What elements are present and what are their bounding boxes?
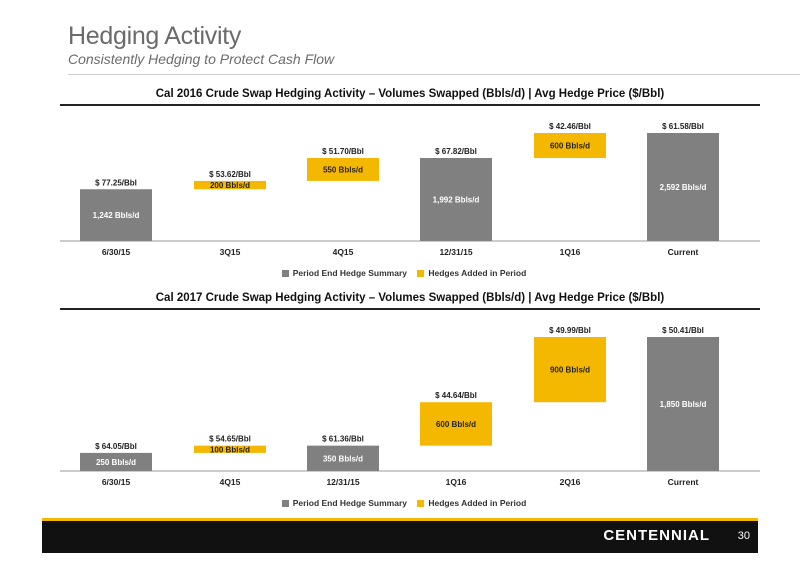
page-subtitle: Consistently Hedging to Protect Cash Flo… — [68, 51, 335, 67]
chart-2016-bar-summary — [80, 189, 152, 241]
company-logo: CENTENNIAL — [603, 527, 710, 544]
chart-2017-bar-summary — [307, 445, 379, 471]
chart-2016-price-label: $ 67.82/Bbl — [435, 147, 477, 156]
chart-2017-bar-added — [534, 337, 606, 403]
chart-2016-legend: Period End Hedge Summary Hedges Added in… — [0, 268, 800, 278]
legend-summary-swatch — [281, 499, 289, 507]
page-number: 30 — [737, 530, 750, 542]
chart-2017-bar-added — [194, 445, 266, 453]
chart-2016-volume-label: 550 Bbls/d — [323, 165, 363, 174]
chart-2016-price-label: $ 42.46/Bbl — [549, 122, 591, 131]
legend-added-label: Hedges Added in Period — [428, 268, 527, 278]
chart-2017-volume-label: 600 Bbls/d — [436, 420, 476, 429]
legend-summary-label: Period End Hedge Summary — [292, 498, 407, 508]
chart-2016-category-label: 4Q15 — [333, 247, 354, 257]
legend-summary-label: Period End Hedge Summary — [292, 268, 407, 278]
chart-2016-volume-label: 1,992 Bbls/d — [433, 196, 480, 205]
chart-2016-title: Cal 2016 Crude Swap Hedging Activity – V… — [155, 88, 665, 100]
chart-2016-bar-added — [534, 133, 606, 158]
chart-2017-category-label: 6/30/15 — [102, 477, 131, 487]
chart-2017-bar-summary — [80, 452, 152, 471]
page-title: Hedging Activity — [68, 22, 242, 50]
chart-2016-title-rule — [60, 104, 760, 106]
legend-added-swatch — [417, 269, 425, 277]
chart-2017-price-label: $ 64.05/Bbl — [95, 442, 137, 451]
chart-2016-bar-added — [194, 180, 266, 190]
legend-added-label: Hedges Added in Period — [428, 498, 527, 508]
chart-2016-price-label: $ 77.25/Bbl — [95, 178, 137, 187]
legend-summary-swatch — [281, 269, 289, 277]
chart-2017-volume-label: 1,850 Bbls/d — [660, 400, 707, 409]
chart-2017-bar-added — [420, 402, 492, 446]
chart-2016-bar-added — [307, 158, 379, 181]
chart-2017-volume-label: 100 Bbls/d — [210, 445, 250, 454]
chart-2017-volume-label: 350 Bbls/d — [323, 454, 363, 463]
chart-2017-category-label: 12/31/15 — [326, 477, 359, 487]
chart-2017-category-label: 1Q16 — [446, 477, 467, 487]
chart-2016-category-label: 1Q16 — [560, 247, 581, 257]
chart-2016-volume-label: 200 Bbls/d — [210, 181, 250, 190]
chart-2016-category-label: 12/31/15 — [439, 247, 472, 257]
chart-2017-category-label: Current — [668, 477, 699, 487]
chart-2016-bar-summary — [647, 133, 719, 241]
chart-2017-legend: Period End Hedge Summary Hedges Added in… — [0, 498, 800, 508]
chart-2017-category-label: 2Q16 — [560, 477, 581, 487]
footer-bar: CENTENNIAL 30 — [42, 518, 758, 553]
chart-2017-volume-label: 900 Bbls/d — [550, 366, 590, 375]
chart-2016-category-label: 3Q15 — [220, 247, 241, 257]
chart-2017-title: Cal 2017 Crude Swap Hedging Activity – V… — [155, 292, 665, 304]
chart-2016-price-label: $ 51.70/Bbl — [322, 147, 364, 156]
chart-2017-price-label: $ 54.65/Bbl — [209, 435, 251, 444]
chart-2017-title-rule — [60, 308, 760, 310]
chart-2016-price-label: $ 53.62/Bbl — [209, 170, 251, 179]
chart-2016: 1,242 Bbls/d $ 77.25/Bbl 6/30/15 200 Bbls/d… — [60, 122, 760, 257]
chart-2016-volume-label: 600 Bbls/d — [550, 142, 590, 151]
chart-2017-price-label: $ 50.41/Bbl — [662, 326, 704, 335]
chart-2017-bar-summary — [647, 337, 719, 471]
chart-2017-volume-label: 250 Bbls/d — [96, 458, 136, 467]
header-divider — [68, 74, 800, 75]
chart-2017-category-label: 4Q15 — [220, 477, 241, 487]
chart-2017-price-label: $ 49.99/Bbl — [549, 326, 591, 335]
chart-2016-bar-summary — [420, 158, 492, 241]
chart-2016-volume-label: 1,242 Bbls/d — [93, 211, 140, 220]
chart-2017-price-label: $ 44.64/Bbl — [435, 391, 477, 400]
chart-2016-category-label: Current — [668, 247, 699, 257]
chart-2016-volume-label: 2,592 Bbls/d — [660, 183, 707, 192]
legend-added-swatch — [417, 499, 425, 507]
chart-2016-category-label: 6/30/15 — [102, 247, 131, 257]
chart-2017-price-label: $ 61.36/Bbl — [322, 435, 364, 444]
chart-2016-price-label: $ 61.58/Bbl — [662, 122, 704, 131]
